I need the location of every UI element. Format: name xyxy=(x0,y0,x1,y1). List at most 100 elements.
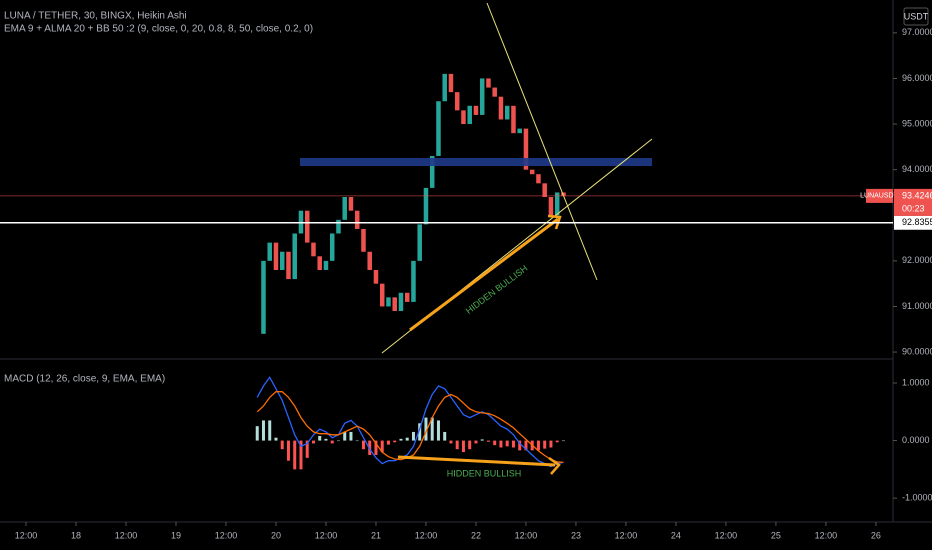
candle-body xyxy=(398,292,404,312)
histogram-bar xyxy=(380,440,384,453)
annotation: HIDDEN BULLISH xyxy=(447,468,522,478)
macd-legend: MACD (12, 26, close, 9, EMA, EMA) xyxy=(4,374,165,385)
candle-body xyxy=(517,128,522,134)
x-tick-label: 12:00 xyxy=(15,530,38,540)
candle-body xyxy=(529,169,535,175)
candle-body xyxy=(267,242,272,261)
histogram-bar xyxy=(543,440,547,449)
candle-body xyxy=(504,105,510,120)
candle-body xyxy=(473,105,479,115)
candle-body xyxy=(286,251,291,280)
histogram-bar xyxy=(493,440,497,446)
candle-body xyxy=(261,260,266,334)
histogram-bar xyxy=(330,440,334,444)
candle-body xyxy=(417,224,422,261)
y-tick-label: 1.0000 xyxy=(902,377,930,387)
x-tick-label: 12:00 xyxy=(415,530,438,540)
candle-body xyxy=(354,210,360,229)
symbol-label: LUNAUSDT xyxy=(860,193,898,200)
histogram-bar xyxy=(255,426,259,441)
resistance-zone xyxy=(300,158,652,166)
countdown: 00:23 xyxy=(902,203,925,213)
x-tick-label: 19 xyxy=(171,530,181,540)
candle-body xyxy=(467,105,472,125)
histogram-bar xyxy=(311,440,315,444)
x-tick-label: 23 xyxy=(571,530,581,540)
indicator-legend: EMA 9 + ALMA 20 + BB 50 :2 (9, close, 0,… xyxy=(4,24,313,35)
histogram-bar xyxy=(343,431,347,441)
histogram-bar xyxy=(386,440,390,445)
x-tick-label: 12:00 xyxy=(115,530,138,540)
candle-body xyxy=(367,251,372,270)
histogram-bar xyxy=(405,437,409,441)
candle-body xyxy=(361,228,366,252)
histogram-bar xyxy=(418,423,422,441)
candle-body xyxy=(279,251,285,270)
x-tick-label: 26 xyxy=(871,530,881,540)
divergence-arrow xyxy=(397,455,556,467)
histogram-bar xyxy=(474,440,478,444)
histogram-bar xyxy=(511,440,515,448)
y-tick-label: 96.0000 xyxy=(902,73,932,83)
macd-line xyxy=(256,376,564,468)
candle-body xyxy=(329,233,335,261)
y-tick-label: 91.0000 xyxy=(902,301,932,311)
histogram-bar xyxy=(455,440,459,450)
x-tick-label: 12:00 xyxy=(615,530,638,540)
candle-body xyxy=(323,260,329,270)
histogram-bar xyxy=(274,437,278,441)
candle-body xyxy=(348,197,354,211)
candle-body xyxy=(423,187,429,225)
histogram-bar xyxy=(318,435,322,441)
histogram-bar xyxy=(518,440,522,451)
histogram-bar xyxy=(349,431,353,441)
candle-body xyxy=(429,155,435,188)
level-box xyxy=(894,215,932,230)
x-tick-label: 12:00 xyxy=(715,530,738,540)
histogram-bar xyxy=(468,440,472,450)
histogram-bar xyxy=(486,440,490,442)
candle-body xyxy=(304,210,310,243)
last-price-box xyxy=(894,188,932,216)
histogram-bar xyxy=(561,440,565,442)
y-tick-label: 90.0000 xyxy=(902,346,932,356)
arrow-head xyxy=(547,214,562,230)
candle-body xyxy=(479,78,485,115)
histogram-bar xyxy=(480,439,484,441)
y-tick-label: -1.0000 xyxy=(902,493,932,503)
x-tick-label: 12:00 xyxy=(515,530,538,540)
histogram-bar xyxy=(324,438,328,441)
y-tick-label: 95.0000 xyxy=(902,118,932,128)
histogram-bar xyxy=(411,431,415,441)
y-tick-label: 94.0000 xyxy=(902,164,932,174)
y-tick-label: 97.0000 xyxy=(902,27,932,37)
histogram-bar xyxy=(336,440,340,442)
histogram-bar xyxy=(286,440,290,461)
candle-body xyxy=(548,197,554,216)
candle-body xyxy=(492,87,497,97)
plot-area xyxy=(255,73,566,470)
histogram-bar xyxy=(261,420,265,441)
x-tick-label: 22 xyxy=(471,530,481,540)
histogram-bar xyxy=(361,440,365,450)
histogram-bar xyxy=(368,440,372,455)
candle-body xyxy=(511,105,516,134)
histogram-bar xyxy=(293,440,297,470)
candle-body xyxy=(454,92,460,111)
y-tick-label: 92.0000 xyxy=(902,255,932,265)
symbol-box xyxy=(866,188,893,203)
histogram-bar xyxy=(424,417,428,441)
candle-body xyxy=(554,192,560,216)
histogram-bar xyxy=(461,440,465,453)
x-tick-label: 25 xyxy=(771,530,781,540)
x-tick-label: 12:00 xyxy=(215,530,238,540)
candle-body xyxy=(448,73,454,93)
histogram-bar xyxy=(499,440,503,448)
chart-title: LUNA / TETHER, 30, BINGX, Heikin Ashi xyxy=(4,11,187,22)
arrow-head xyxy=(548,456,561,475)
candle-body xyxy=(442,73,447,102)
histogram-bar xyxy=(436,420,440,441)
x-tick-label: 21 xyxy=(371,530,381,540)
histogram-bar xyxy=(524,440,528,451)
